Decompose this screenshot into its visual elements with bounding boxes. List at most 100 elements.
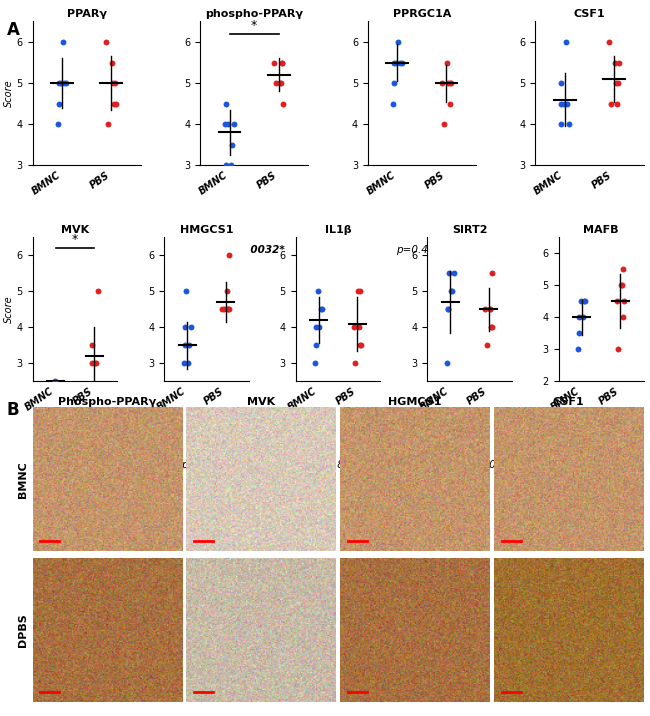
Title: IL1β: IL1β (325, 225, 351, 235)
Point (562, 98, 573, 110)
Point (179, 357, 189, 369)
Text: p=0.2188: p=0.2188 (181, 460, 232, 470)
Point (92, 286, 103, 297)
Point (612, 77, 623, 89)
Point (222, 286, 232, 297)
Point (564, 119, 575, 130)
Point (576, 296, 586, 307)
Point (61, 77, 72, 89)
Point (574, 327, 584, 339)
Title: Phospho-PPARγ: Phospho-PPARγ (58, 397, 156, 407)
Text: B: B (6, 401, 19, 419)
Point (311, 339, 321, 351)
Point (218, 304, 229, 315)
Point (556, 77, 567, 89)
Y-axis label: BMNC: BMNC (18, 461, 29, 498)
Point (49, 375, 60, 387)
Point (317, 304, 328, 315)
Point (274, 77, 285, 89)
Point (53, 98, 64, 110)
Point (442, 57, 452, 68)
Point (618, 311, 628, 323)
Title: PPRGC1A: PPRGC1A (393, 9, 451, 19)
Point (613, 344, 623, 355)
Point (348, 321, 359, 333)
Point (59, 77, 70, 89)
Point (184, 339, 194, 351)
Point (395, 57, 405, 68)
Point (217, 304, 228, 315)
Point (614, 57, 624, 68)
Point (604, 37, 614, 48)
Point (53, 119, 63, 130)
Title: MVK: MVK (61, 225, 89, 235)
Point (271, 77, 281, 89)
Point (277, 57, 287, 68)
Point (612, 296, 622, 307)
Point (179, 321, 190, 333)
Point (612, 98, 623, 110)
Text: p=0.4644: p=0.4644 (564, 244, 616, 254)
Text: p=0.7305: p=0.7305 (575, 460, 627, 470)
Point (443, 304, 453, 315)
Y-axis label: DPBS: DPBS (18, 613, 29, 647)
Text: p=0.4449: p=0.4449 (396, 244, 448, 254)
Point (556, 98, 567, 110)
Point (446, 77, 456, 89)
Point (277, 57, 287, 68)
Point (446, 286, 456, 297)
Point (269, 57, 280, 68)
Point (222, 304, 233, 315)
Title: MAFB: MAFB (583, 225, 619, 235)
Point (444, 268, 454, 279)
Point (355, 286, 365, 297)
Title: HGMCS1: HGMCS1 (388, 397, 442, 407)
Point (618, 263, 629, 275)
Point (53, 77, 64, 89)
Point (438, 119, 448, 130)
Text: p=0.8171: p=0.8171 (312, 460, 364, 470)
Text: p=0.0032*: p=0.0032* (224, 244, 285, 254)
Point (111, 98, 121, 110)
Point (229, 119, 239, 130)
Point (223, 119, 233, 130)
Point (558, 98, 569, 110)
Title: HMGCS1: HMGCS1 (179, 225, 233, 235)
Point (226, 160, 236, 171)
Point (224, 304, 235, 315)
Y-axis label: Score: Score (4, 79, 14, 107)
Point (353, 286, 363, 297)
Text: p=0.8180: p=0.8180 (60, 244, 112, 254)
Point (355, 339, 365, 351)
Point (227, 139, 237, 150)
Point (617, 279, 627, 291)
Point (619, 296, 629, 307)
Point (314, 321, 324, 333)
Point (109, 98, 120, 110)
Text: *: * (72, 233, 78, 246)
Point (436, 77, 447, 89)
Point (393, 37, 404, 48)
Title: PPARγ: PPARγ (66, 9, 107, 19)
Point (221, 160, 231, 171)
Point (107, 57, 118, 68)
Point (448, 268, 459, 279)
Point (443, 304, 453, 315)
Point (389, 77, 399, 89)
Point (443, 77, 454, 89)
Point (573, 344, 584, 355)
Point (350, 357, 360, 369)
Point (221, 98, 231, 110)
Point (616, 279, 627, 291)
Point (486, 304, 496, 315)
Point (311, 321, 321, 333)
Text: p=0.8820: p=0.8820 (444, 460, 495, 470)
Text: p=0.0291*: p=0.0291* (44, 460, 106, 470)
Y-axis label: Score: Score (4, 296, 14, 323)
Point (356, 339, 366, 351)
Text: A: A (6, 21, 20, 39)
Point (86, 357, 97, 369)
Point (445, 77, 455, 89)
Point (387, 98, 398, 110)
Point (179, 339, 190, 351)
